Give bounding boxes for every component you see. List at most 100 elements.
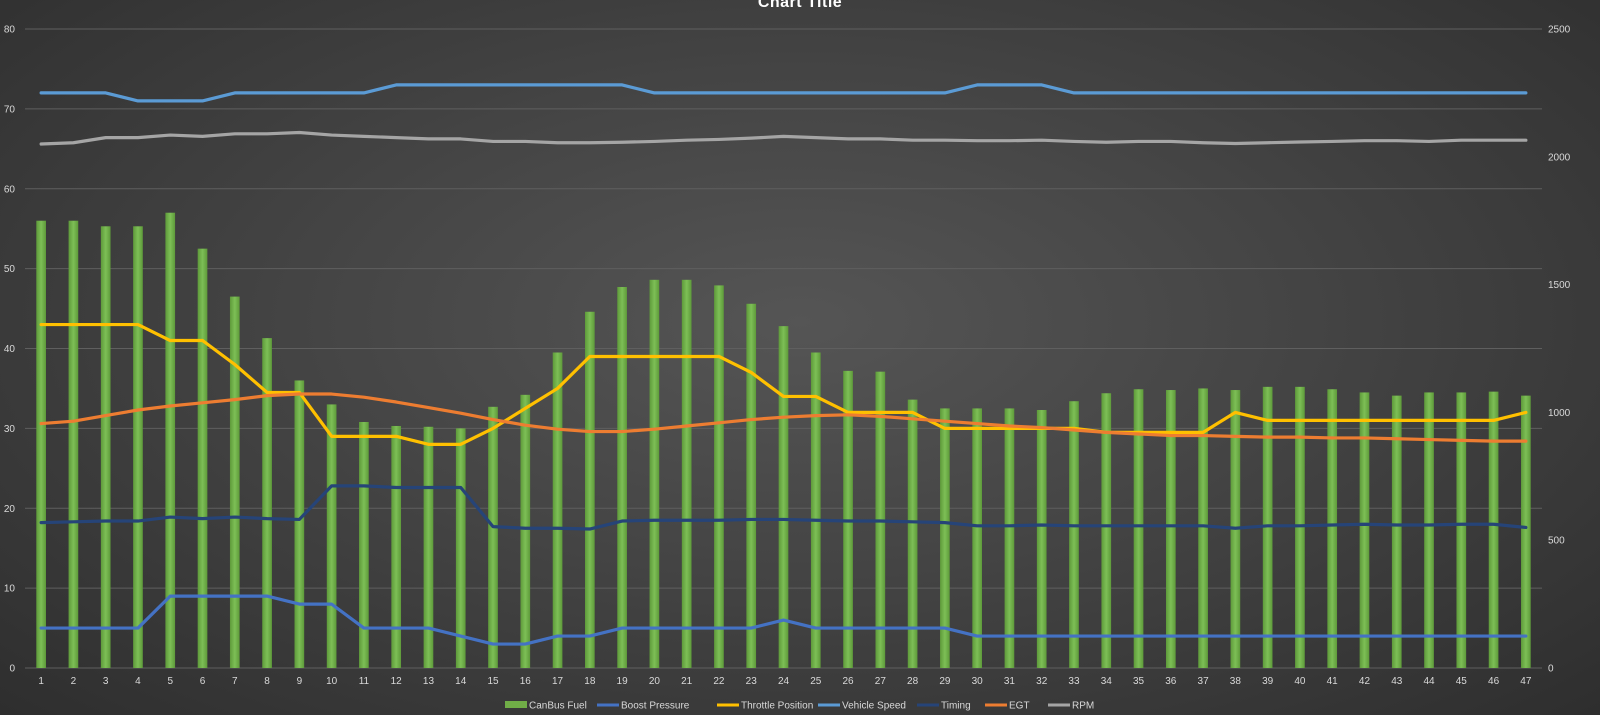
x-tick-label: 22 bbox=[713, 676, 725, 687]
bar-canbus-fuel bbox=[1004, 408, 1015, 668]
x-tick-label: 31 bbox=[1004, 676, 1016, 687]
bar-canbus-fuel bbox=[584, 311, 595, 668]
x-tick-label: 35 bbox=[1133, 676, 1145, 687]
x-tick-label: 14 bbox=[455, 676, 467, 687]
x-tick-label: 27 bbox=[875, 676, 887, 687]
y-tick-label: 70 bbox=[4, 104, 16, 115]
bar-canbus-fuel bbox=[746, 303, 757, 668]
bar-canbus-fuel bbox=[391, 425, 402, 668]
x-tick-label: 33 bbox=[1068, 676, 1080, 687]
x-tick-label: 3 bbox=[103, 676, 109, 687]
x-tick-label: 30 bbox=[972, 676, 984, 687]
y2-tick-label: 2000 bbox=[1548, 152, 1571, 163]
bar-canbus-fuel bbox=[1133, 389, 1144, 668]
x-tick-label: 5 bbox=[167, 676, 173, 687]
x-tick-label: 38 bbox=[1230, 676, 1242, 687]
bar-canbus-fuel bbox=[1327, 389, 1338, 668]
x-tick-label: 43 bbox=[1391, 676, 1403, 687]
bar-canbus-fuel bbox=[197, 248, 208, 668]
y-tick-label: 60 bbox=[4, 184, 16, 195]
x-tick-label: 21 bbox=[681, 676, 693, 687]
chart-title: Chart Title bbox=[757, 0, 843, 11]
x-tick-label: 1 bbox=[38, 676, 44, 687]
bar-canbus-fuel bbox=[229, 296, 240, 668]
legend-label: Throttle Position bbox=[741, 701, 813, 712]
y-tick-label: 50 bbox=[4, 264, 16, 275]
y2-tick-label: 1500 bbox=[1548, 280, 1571, 291]
bar-canbus-fuel bbox=[68, 220, 79, 668]
bar-canbus-fuel bbox=[1424, 392, 1434, 668]
x-tick-label: 39 bbox=[1262, 676, 1274, 687]
x-tick-label: 46 bbox=[1488, 676, 1500, 687]
x-tick-label: 40 bbox=[1294, 676, 1306, 687]
x-tick-label: 47 bbox=[1520, 676, 1532, 687]
x-tick-label: 20 bbox=[649, 676, 661, 687]
x-tick-label: 36 bbox=[1165, 676, 1177, 687]
x-tick-label: 34 bbox=[1101, 676, 1113, 687]
x-tick-label: 26 bbox=[842, 676, 854, 687]
y-tick-label: 80 bbox=[4, 25, 16, 36]
x-tick-label: 44 bbox=[1423, 676, 1435, 687]
x-tick-label: 37 bbox=[1198, 676, 1210, 687]
series-line-boost-pressure bbox=[39, 594, 1528, 646]
x-tick-label: 6 bbox=[200, 676, 206, 687]
bar-canbus-fuel bbox=[1165, 390, 1176, 668]
bar-canbus-fuel bbox=[972, 408, 983, 668]
bar-canbus-fuel bbox=[810, 352, 821, 668]
bar-canbus-fuel bbox=[1521, 395, 1531, 668]
bar-canbus-fuel bbox=[262, 338, 272, 668]
legend-label: Timing bbox=[941, 701, 971, 712]
x-tick-label: 11 bbox=[359, 676, 370, 687]
series-line-vehicle-speed bbox=[39, 83, 1528, 103]
y-tick-label: 0 bbox=[9, 664, 15, 675]
x-tick-label: 19 bbox=[617, 676, 629, 687]
x-tick-label: 45 bbox=[1456, 676, 1468, 687]
bar-canbus-fuel bbox=[1036, 410, 1047, 668]
bar-canbus-fuel bbox=[649, 279, 660, 668]
legend-label: Boost Pressure bbox=[621, 701, 690, 712]
x-tick-label: 25 bbox=[810, 676, 822, 687]
bar-canbus-fuel bbox=[100, 226, 111, 668]
bar-canbus-fuel bbox=[778, 326, 789, 668]
x-tick-label: 23 bbox=[746, 676, 758, 687]
bar-canbus-fuel bbox=[326, 404, 337, 668]
bar-canbus-fuel bbox=[1069, 401, 1079, 668]
bar-canbus-fuel bbox=[1359, 392, 1370, 668]
bar-canbus-fuel bbox=[714, 285, 724, 668]
y2-tick-label: 500 bbox=[1548, 536, 1565, 547]
series-line-throttle-position bbox=[39, 322, 1528, 446]
y-tick-label: 40 bbox=[4, 344, 16, 355]
bar-canbus-fuel bbox=[1198, 388, 1208, 668]
x-tick-label: 42 bbox=[1359, 676, 1371, 687]
x-tick-label: 12 bbox=[391, 676, 403, 687]
x-tick-label: 18 bbox=[584, 676, 596, 687]
y-tick-label: 20 bbox=[4, 504, 16, 515]
legend-swatch-canbus-fuel bbox=[505, 701, 527, 708]
y2-tick-label: 0 bbox=[1548, 664, 1554, 675]
bar-canbus-fuel bbox=[133, 226, 143, 668]
bar-canbus-fuel bbox=[907, 399, 918, 668]
x-tick-label: 13 bbox=[423, 676, 435, 687]
x-tick-label: 10 bbox=[326, 676, 338, 687]
x-tick-label: 24 bbox=[778, 676, 790, 687]
bar-canbus-fuel bbox=[552, 352, 563, 668]
bar-canbus-fuel bbox=[455, 428, 466, 668]
x-tick-label: 32 bbox=[1036, 676, 1048, 687]
bar-canbus-fuel bbox=[520, 394, 531, 668]
x-tick-label: 16 bbox=[520, 676, 532, 687]
x-tick-label: 8 bbox=[264, 676, 270, 687]
x-tick-label: 28 bbox=[907, 676, 919, 687]
bar-canbus-fuel bbox=[36, 220, 46, 668]
bar-canbus-fuel bbox=[488, 406, 498, 668]
legend-label: EGT bbox=[1009, 701, 1030, 712]
x-tick-label: 15 bbox=[487, 676, 499, 687]
bar-canbus-fuel bbox=[940, 408, 950, 668]
legend-label: RPM bbox=[1072, 701, 1094, 712]
y-tick-label: 10 bbox=[4, 584, 16, 595]
x-tick-label: 17 bbox=[552, 676, 564, 687]
x-tick-label: 4 bbox=[135, 676, 141, 687]
series-line-rpm bbox=[39, 130, 1528, 146]
bar-canbus-fuel bbox=[423, 426, 434, 668]
x-tick-label: 2 bbox=[71, 676, 77, 687]
